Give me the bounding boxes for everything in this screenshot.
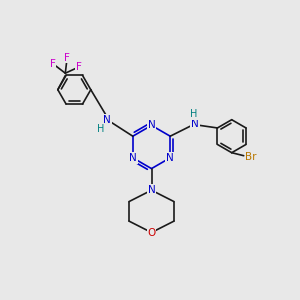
Text: F: F — [64, 52, 70, 63]
Text: Br: Br — [245, 152, 257, 162]
Text: H: H — [97, 124, 104, 134]
Text: F: F — [76, 61, 82, 72]
Text: N: N — [166, 153, 174, 163]
Text: N: N — [191, 118, 199, 129]
Text: N: N — [103, 115, 111, 125]
Text: O: O — [147, 227, 156, 238]
Text: N: N — [148, 120, 155, 130]
Text: H: H — [190, 109, 197, 119]
Text: N: N — [129, 153, 137, 163]
Text: F: F — [50, 58, 56, 69]
Text: N: N — [148, 185, 155, 195]
